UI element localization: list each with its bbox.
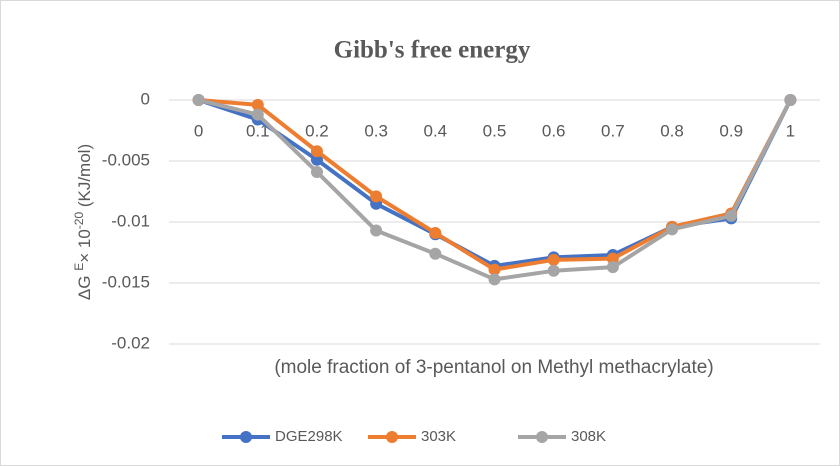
data-point: [192, 94, 205, 106]
y-tick-label: -0.01: [111, 211, 150, 230]
data-point: [370, 224, 383, 237]
legend-label: DGE298K: [275, 428, 343, 445]
legend-marker: [240, 431, 252, 443]
x-tick-label: 1: [786, 121, 795, 140]
data-point: [784, 94, 797, 106]
y-tick-label: 0: [141, 89, 150, 108]
data-point: [429, 226, 442, 239]
y-label-part: (KJ/mol): [75, 144, 94, 212]
x-tick-label: 0.7: [601, 121, 625, 140]
x-tick-label: 0.4: [423, 121, 447, 140]
data-point: [429, 247, 442, 260]
data-point: [488, 273, 501, 286]
data-point: [547, 253, 560, 266]
y-axis-label: ΔG E× 10-20 (KJ/mol): [72, 144, 94, 300]
x-tick-label: 0.1: [246, 121, 270, 140]
x-tick-label: 0.9: [719, 121, 743, 140]
x-tick-label: 0: [194, 121, 203, 140]
y-label-part: E: [72, 263, 86, 271]
x-tick-label: 0.2: [305, 121, 329, 140]
legend-marker: [536, 431, 548, 443]
data-point: [547, 264, 560, 277]
x-tick-label: 0.6: [542, 121, 566, 140]
y-label-part: -20: [72, 212, 86, 230]
chart-title: Gibb's free energy: [334, 37, 531, 64]
y-tick-label: -0.02: [111, 333, 150, 352]
data-point: [251, 108, 264, 121]
y-label-part: × 10: [75, 229, 94, 263]
y-tick-label: -0.015: [102, 272, 150, 291]
y-label-part: ΔG: [75, 271, 94, 300]
data-point: [666, 223, 679, 236]
data-point: [606, 261, 619, 274]
legend-label: 308K: [571, 428, 606, 445]
data-point: [310, 145, 323, 158]
legend-marker: [386, 431, 398, 443]
legend-label: 303K: [421, 428, 456, 445]
y-tick-label: -0.005: [102, 150, 150, 169]
data-point: [725, 209, 738, 222]
x-tick-label: 0.5: [483, 121, 507, 140]
data-point: [310, 165, 323, 178]
data-point: [251, 98, 264, 111]
data-point: [606, 252, 619, 265]
data-point: [488, 263, 501, 276]
data-point: [310, 153, 323, 166]
x-axis-label: (mole fraction of 3-pentanol on Methyl m…: [274, 357, 713, 378]
x-tick-label: 0.8: [660, 121, 684, 140]
data-point: [370, 190, 383, 203]
x-tick-label: 0.3: [364, 121, 388, 140]
